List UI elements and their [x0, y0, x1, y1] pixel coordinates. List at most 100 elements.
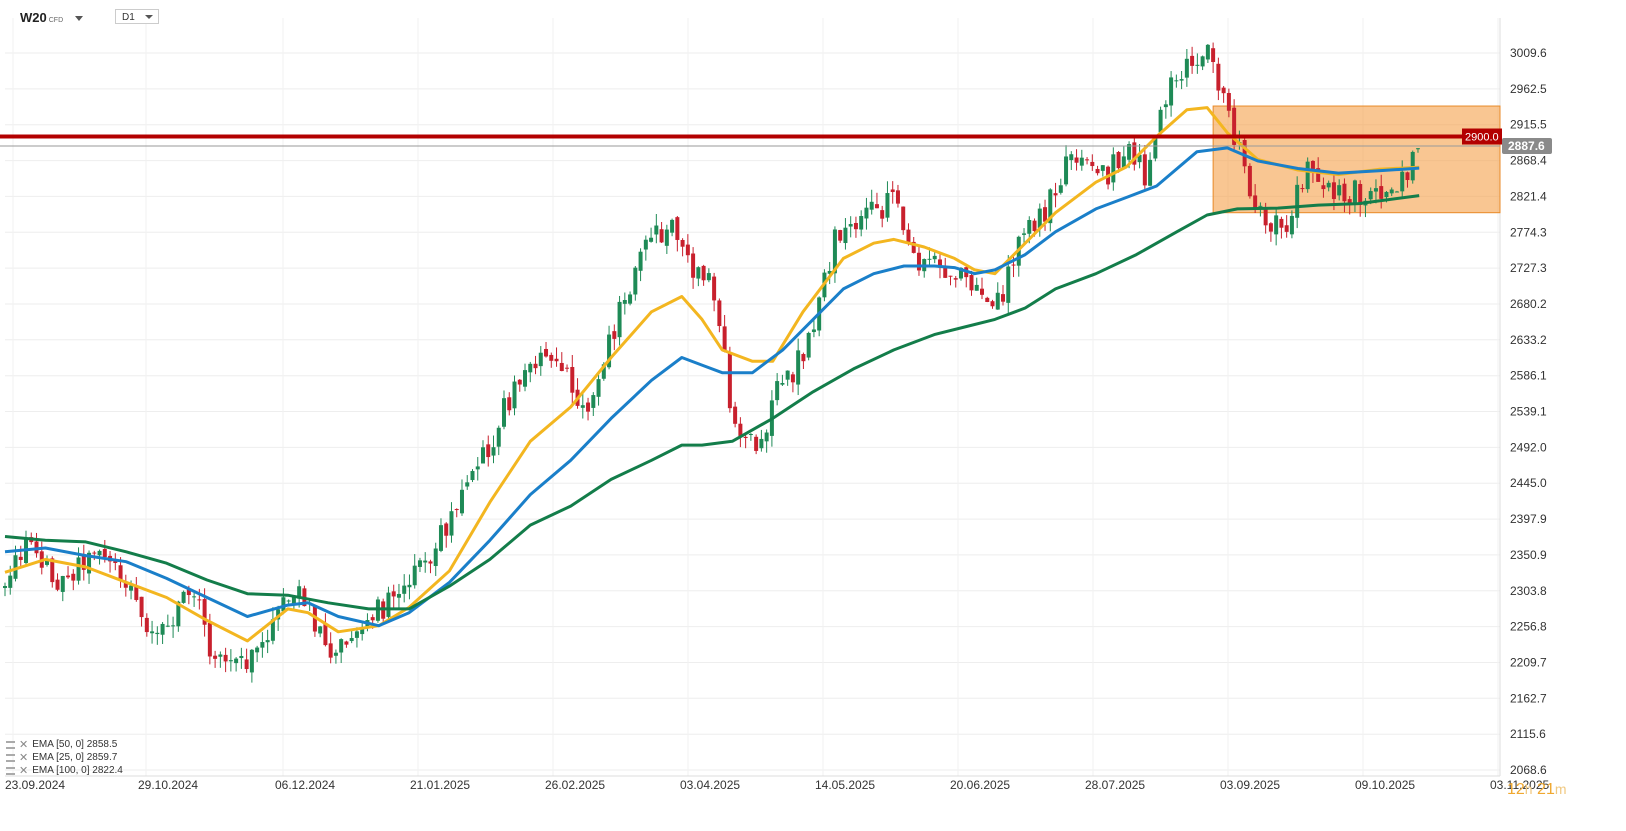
date-tick-label: 09.10.2025 — [1355, 778, 1415, 792]
candle-body — [1394, 191, 1399, 193]
candle-body — [1373, 188, 1378, 192]
candle-countdown: 12h 21m — [1507, 781, 1567, 798]
candle-body — [1027, 220, 1032, 234]
ema-line — [4, 146, 1420, 628]
candle-body — [1205, 44, 1210, 60]
price-tick-label: 2397.9 — [1510, 512, 1547, 526]
candle-body — [995, 292, 1000, 310]
candle-body — [1221, 87, 1226, 94]
candle-body — [60, 575, 65, 592]
candle-body — [1300, 188, 1305, 190]
candle-body — [790, 374, 795, 383]
candle-body — [880, 210, 885, 219]
candle-body — [223, 654, 228, 662]
candle-body — [486, 444, 491, 458]
candle-body — [1295, 184, 1300, 218]
candle-body — [197, 599, 202, 601]
close-icon[interactable]: ✕ — [19, 739, 29, 751]
candle-body — [612, 331, 617, 339]
candle-body — [218, 654, 223, 657]
candle-body — [323, 623, 328, 646]
candlestick-series — [3, 42, 1420, 683]
candle-body — [1347, 199, 1352, 204]
candle-body — [1085, 159, 1090, 161]
candle-body — [1358, 184, 1363, 205]
candle-body — [607, 334, 612, 368]
date-tick-label: 06.12.2024 — [275, 778, 335, 792]
candle-body — [633, 267, 638, 295]
price-tick-label: 2256.8 — [1510, 620, 1547, 634]
candle-body — [1268, 223, 1273, 232]
candle-body — [717, 300, 722, 327]
candle-body — [181, 591, 186, 603]
candle-body — [412, 565, 417, 586]
settings-icon[interactable] — [6, 753, 15, 762]
close-icon[interactable]: ✕ — [19, 765, 29, 777]
candle-body — [1247, 165, 1252, 197]
candle-body — [92, 552, 97, 554]
candle-body — [1337, 185, 1342, 196]
candle-body — [932, 255, 937, 260]
last-price-tag — [1502, 137, 1552, 154]
candle-body — [3, 586, 7, 589]
candle-body — [270, 619, 275, 641]
candle-body — [291, 595, 296, 604]
candle-body — [1137, 154, 1142, 163]
candle-body — [591, 395, 596, 408]
candle-body — [565, 367, 570, 369]
candle-body — [796, 350, 801, 385]
chart-grid — [5, 18, 1501, 777]
candle-body — [8, 575, 13, 588]
candle-body — [895, 190, 900, 204]
price-tick-label: 2303.8 — [1510, 584, 1547, 598]
candle-body — [144, 617, 149, 633]
price-tick-label: 2868.4 — [1510, 154, 1547, 168]
time-axis: 23.09.2024 29.10.2024 06.12.2024 21.01.2025… — [5, 778, 1549, 792]
candle-body — [937, 259, 942, 268]
candle-body — [1379, 186, 1384, 199]
candle-body — [780, 382, 785, 385]
candle-body — [55, 579, 60, 590]
candle-body — [1415, 148, 1420, 150]
candle-body — [759, 438, 764, 449]
candle-body — [1310, 160, 1315, 172]
candle-body — [444, 523, 449, 536]
candle-body — [1127, 144, 1132, 160]
candle-body — [596, 379, 601, 397]
timeframe-selector[interactable]: D1 — [115, 9, 159, 24]
legend-ema50[interactable]: ✕ EMA [50, 0] 2858.5 — [6, 738, 117, 751]
candle-body — [45, 560, 50, 565]
candle-body — [685, 244, 690, 256]
price-tick-label: 2115.6 — [1510, 727, 1546, 741]
candle-body — [617, 301, 622, 338]
date-tick-label: 23.09.2024 — [5, 778, 65, 792]
candle-body — [1321, 185, 1326, 190]
candle-body — [727, 352, 732, 409]
candle-body — [260, 642, 265, 648]
symbol-selector[interactable]: W20 CFD — [20, 10, 83, 25]
candle-body — [165, 625, 170, 627]
candle-body — [1305, 161, 1310, 190]
settings-icon[interactable] — [6, 740, 15, 749]
legend-ema25[interactable]: ✕ EMA [25, 0] 2859.7 — [6, 751, 117, 764]
candle-body — [869, 201, 874, 210]
settings-icon[interactable] — [6, 766, 15, 775]
candle-body — [491, 447, 496, 456]
candle-body — [449, 511, 454, 536]
candle-body — [102, 548, 107, 558]
candle-body — [1142, 154, 1147, 186]
candle-body — [691, 253, 696, 278]
candle-body — [244, 659, 249, 670]
candle-body — [50, 558, 55, 583]
price-tick-label: 2492.0 — [1510, 440, 1547, 454]
candle-body — [1200, 56, 1205, 67]
close-icon[interactable]: ✕ — [19, 752, 29, 764]
candle-body — [207, 622, 212, 657]
candle-body — [927, 258, 932, 260]
candle-body — [1111, 154, 1116, 183]
candle-body — [18, 556, 23, 560]
date-tick-label: 29.10.2024 — [138, 778, 198, 792]
legend-ema100[interactable]: ✕ EMA [100, 0] 2822.4 — [6, 764, 123, 777]
candle-body — [1289, 215, 1294, 235]
